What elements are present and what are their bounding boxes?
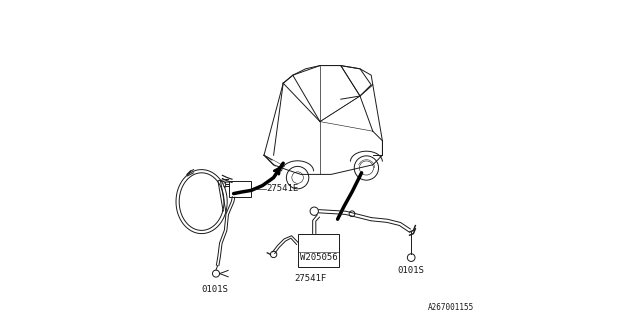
Text: 0101S: 0101S — [398, 266, 424, 275]
Text: 0101S: 0101S — [201, 285, 228, 294]
Text: W205056: W205056 — [300, 252, 338, 262]
Text: 27541F: 27541F — [294, 274, 326, 283]
Text: A267001155: A267001155 — [428, 303, 474, 312]
Text: 27541E: 27541E — [267, 184, 299, 193]
Bar — [298, 234, 339, 267]
Bar — [229, 181, 252, 197]
